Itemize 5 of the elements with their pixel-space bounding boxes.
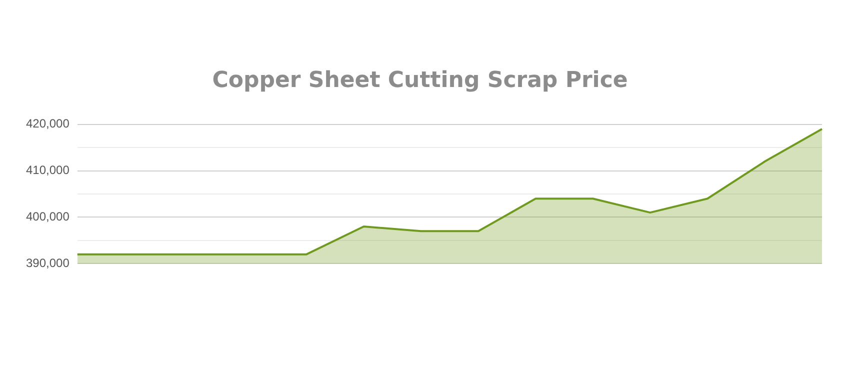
chart-title: Copper Sheet Cutting Scrap Price <box>212 68 628 93</box>
y-tick-label: 390,000 <box>26 256 70 270</box>
y-tick-label: 400,000 <box>26 210 70 224</box>
y-tick-label: 420,000 <box>26 116 70 131</box>
y-tick-label: 410,000 <box>26 163 70 178</box>
